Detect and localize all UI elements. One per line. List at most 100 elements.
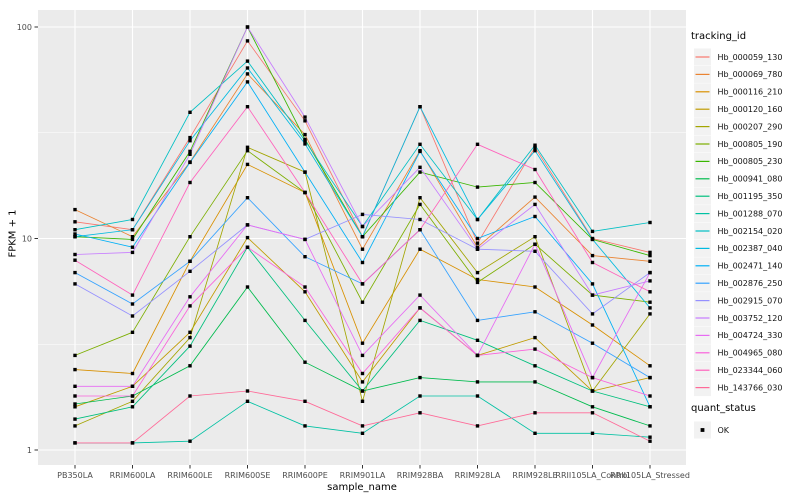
data-point — [130, 293, 135, 297]
data-point — [590, 260, 595, 265]
legend-entry-label: Hb_002387_040 — [718, 244, 783, 253]
data-point — [188, 394, 192, 398]
data-point — [245, 80, 250, 84]
data-point — [245, 196, 250, 200]
data-point — [418, 142, 422, 146]
data-point — [475, 217, 480, 222]
x-tick-label: RRIM600SE — [225, 471, 271, 480]
legend-entry-label: Hb_002876_250 — [718, 279, 783, 288]
x-tick-label: RRIM928LA — [455, 471, 501, 480]
data-point — [245, 235, 250, 240]
y-tick-label: 10 — [22, 234, 32, 243]
data-point — [360, 399, 365, 403]
data-point — [533, 214, 537, 219]
data-point — [245, 389, 250, 393]
data-point — [245, 285, 250, 289]
data-point — [533, 335, 537, 340]
data-point — [303, 318, 307, 323]
data-point — [648, 300, 652, 304]
data-point — [533, 235, 537, 239]
legend-entry-label: Hb_000120_160 — [718, 105, 783, 114]
data-point — [188, 304, 192, 308]
data-point — [188, 344, 192, 348]
legend-entry-label: Hb_000207_290 — [718, 122, 783, 131]
data-point — [418, 170, 422, 174]
y-tick-label: 1 — [27, 446, 32, 455]
data-point — [188, 439, 192, 443]
legend-entry-label: Hb_001288_070 — [718, 209, 783, 218]
data-point — [533, 167, 537, 172]
data-point — [590, 237, 595, 242]
data-point — [360, 353, 365, 358]
data-point — [73, 394, 77, 398]
legend-entry-label: Hb_002915_070 — [718, 296, 783, 305]
data-point — [73, 270, 77, 275]
data-point — [360, 282, 365, 286]
data-point — [303, 132, 307, 137]
data-point — [475, 185, 480, 189]
data-point — [533, 149, 537, 153]
legend-entry-label: Hb_002471_140 — [718, 262, 783, 271]
data-point — [590, 282, 595, 286]
data-point — [475, 380, 480, 384]
legend-entry-label: Hb_000069_780 — [718, 70, 783, 79]
data-point — [418, 411, 422, 415]
data-point — [303, 290, 307, 294]
data-point — [245, 162, 250, 167]
quant-legend-entry-label: OK — [718, 426, 730, 435]
data-point — [360, 212, 365, 217]
legend-entry-label: Hb_000059_130 — [718, 53, 783, 62]
data-point — [590, 375, 595, 380]
data-point — [245, 105, 250, 109]
data-point — [533, 411, 537, 415]
data-point — [73, 207, 77, 212]
data-point — [590, 323, 595, 327]
data-point — [188, 139, 192, 143]
data-point — [533, 347, 537, 351]
legend-entry-label: Hb_000116_210 — [718, 88, 783, 97]
data-point — [73, 228, 77, 232]
data-point — [188, 330, 192, 334]
data-point — [475, 394, 480, 398]
x-tick-label: RRIM600PE — [282, 471, 328, 480]
legend-entry-label: Hb_002154_020 — [718, 227, 783, 236]
data-point — [475, 353, 480, 358]
data-point — [303, 142, 307, 146]
data-point — [188, 259, 192, 263]
data-point — [303, 237, 307, 242]
data-point — [590, 229, 595, 234]
legend-entry-label: Hb_143766_030 — [718, 383, 783, 392]
legend-entry-label: Hb_023344_060 — [718, 366, 783, 375]
data-point — [533, 285, 537, 289]
data-point — [475, 142, 480, 146]
data-point — [590, 431, 595, 435]
data-point — [360, 424, 365, 428]
data-point — [418, 375, 422, 380]
data-point — [245, 25, 250, 29]
data-point — [418, 165, 422, 169]
data-point — [475, 318, 480, 323]
data-point — [418, 202, 422, 207]
data-point — [533, 180, 537, 185]
data-point — [418, 394, 422, 398]
data-point — [475, 241, 480, 245]
data-point — [303, 255, 307, 259]
data-point — [418, 149, 422, 154]
data-point — [533, 202, 537, 207]
data-point — [73, 417, 77, 421]
data-point — [475, 280, 480, 285]
legend-entry-label: Hb_000805_190 — [718, 140, 783, 149]
data-point — [130, 394, 135, 398]
data-point — [245, 399, 250, 403]
data-point — [360, 380, 365, 384]
data-point — [360, 260, 365, 265]
data-point — [188, 269, 192, 273]
data-point — [590, 411, 595, 415]
data-point — [648, 259, 652, 263]
data-point — [648, 375, 652, 380]
data-point — [360, 224, 365, 229]
data-point — [360, 300, 365, 304]
data-point — [360, 389, 365, 393]
data-point — [303, 190, 307, 195]
data-point — [590, 312, 595, 316]
